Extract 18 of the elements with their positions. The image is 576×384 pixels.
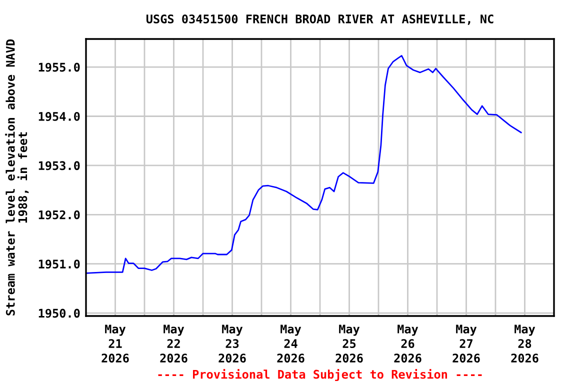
x-tick-label: May 26 2026 [394, 324, 422, 363]
x-tick-label: May 23 2026 [218, 324, 246, 363]
x-tick-label: May 27 2026 [452, 324, 480, 363]
x-tick-label: May 28 2026 [511, 324, 538, 363]
x-tick-label: May 24 2026 [277, 324, 304, 363]
y-axis-title: Stream water level elevation above NAVD 1988, in feet [5, 39, 29, 316]
text: ---- Provisional Data Subject to Revision ---- [158, 368, 482, 382]
y-tick-label: 1950.0 [38, 308, 80, 318]
y-tick-label: 1955.0 [38, 62, 80, 72]
y-tick-label: 1954.0 [38, 112, 80, 121]
chart-title: USGS 03451500 FRENCH BROAD RIVER AT ASHEVILLE, NC [146, 14, 494, 25]
x-tick-label: May 25 2026 [336, 324, 363, 363]
x-tick-label: May 21 2026 [102, 324, 129, 363]
y-tick-label: 1953.0 [38, 161, 80, 170]
line-series [86, 55, 522, 274]
x-tick-label: May 22 2026 [160, 324, 188, 363]
y-tick-label: 1952.0 [38, 210, 80, 220]
y-tick-label: 1951.0 [38, 260, 80, 269]
